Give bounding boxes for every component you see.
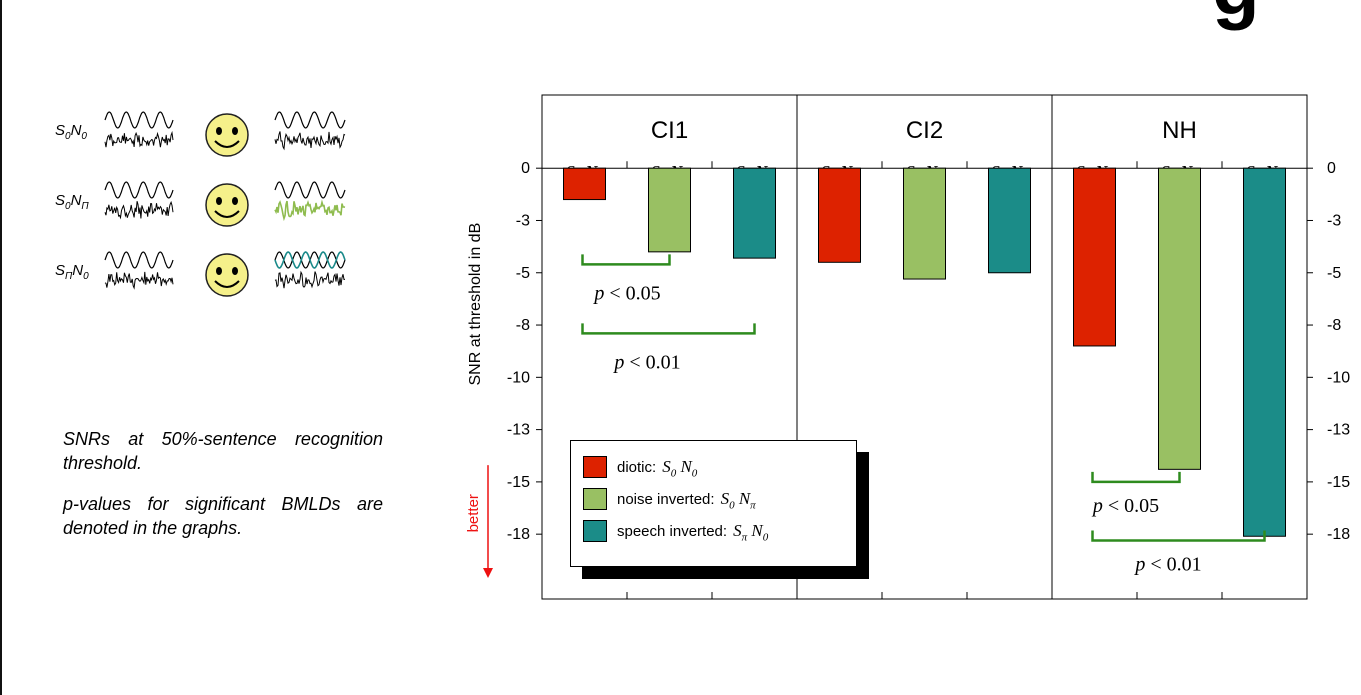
y-tick-label-right: -13 xyxy=(1327,422,1350,439)
y-tick-label-left: -18 xyxy=(507,526,530,543)
group-title-ci1: CI1 xyxy=(651,117,688,144)
condition-label: S0NΠ xyxy=(55,192,89,212)
speech-waveform-left xyxy=(104,111,174,129)
p-value-label: p < 0.01 xyxy=(1133,553,1201,575)
legend-swatch xyxy=(583,520,607,542)
legend-condition: S0 N0 xyxy=(662,457,698,480)
condition-row-s0npi: S0NΠ xyxy=(55,180,365,230)
face-smile xyxy=(214,280,240,288)
condition-waveform xyxy=(104,111,346,157)
threshold-note: SNRs at 50%-sentence recognition thresho… xyxy=(63,429,383,473)
face-right-eye xyxy=(232,267,238,275)
significance-bracket xyxy=(581,323,756,335)
noise-waveform-left xyxy=(104,200,174,220)
plot-frame xyxy=(541,94,1308,600)
group-title-ci2: CI2 xyxy=(906,117,943,144)
group-title-nh: NH xyxy=(1162,117,1197,144)
legend-condition: Sπ N0 xyxy=(733,521,769,544)
condition-row-spin0: SΠN0 xyxy=(55,250,365,300)
noise-waveform-right xyxy=(274,131,346,151)
condition-label: SΠN0 xyxy=(55,262,89,282)
y-tick-label-left: 0 xyxy=(521,160,530,177)
y-tick-label-left: -8 xyxy=(516,317,530,334)
p-value-label: p < 0.05 xyxy=(1091,495,1159,517)
face-smile xyxy=(214,140,240,148)
bar-ci2-s0npi xyxy=(903,167,946,280)
snr-bar-chart: 0 0 -3 -3 -5 -5 -8 -8 -10 -10 -13 -13 -15 -15 -18 -18 SN… xyxy=(465,94,1350,600)
better-label: better xyxy=(465,494,482,532)
bar-nh-spin0 xyxy=(1243,167,1286,537)
face-outline xyxy=(205,183,249,227)
listener-face-icon xyxy=(205,113,249,157)
speech-waveform-left xyxy=(104,251,174,269)
y-tick-label-right: 0 xyxy=(1327,160,1336,177)
p-value-label: p < 0.05 xyxy=(592,282,660,304)
bar-ci2-spin0 xyxy=(988,167,1031,274)
y-tick-label-right: -18 xyxy=(1327,526,1350,543)
condition-label: S0N0 xyxy=(55,122,87,142)
legend-condition: S0 Nπ xyxy=(720,489,756,512)
bar-nh-s0npi xyxy=(1158,167,1201,470)
speech-waveform-right xyxy=(274,181,346,199)
significance-bracket xyxy=(1091,530,1266,542)
speech-waveform-inverted xyxy=(274,251,346,269)
face-right-eye xyxy=(232,127,238,135)
condition-waveform xyxy=(104,251,346,297)
face-outline xyxy=(205,113,249,157)
slide-left-border xyxy=(0,0,2,695)
legend-label: speech inverted: xyxy=(617,523,728,540)
face-outline xyxy=(205,253,249,297)
y-tick-label-right: -8 xyxy=(1327,317,1341,334)
face-left-eye xyxy=(216,197,222,205)
face-left-eye xyxy=(216,267,222,275)
noise-waveform-right xyxy=(274,270,346,289)
noise-waveform-right xyxy=(274,199,346,222)
significance-bracket xyxy=(581,254,671,266)
y-tick-label-right: -3 xyxy=(1327,212,1341,229)
speech-waveform-left xyxy=(104,181,174,199)
bar-nh-s0n0 xyxy=(1073,167,1116,347)
legend-swatch xyxy=(583,488,607,510)
noise-waveform-left xyxy=(104,130,174,148)
bar-ci2-s0n0 xyxy=(818,167,861,263)
listener-face-icon xyxy=(205,183,249,227)
y-tick-label-right: -5 xyxy=(1327,265,1341,282)
chart-legend: diotic: S0 N0 noise inverted: S0 Nπ speech… xyxy=(570,440,857,567)
face-left-eye xyxy=(216,127,222,135)
bar-ci1-spin0 xyxy=(733,167,776,259)
y-axis-label: SNR at threshold in dB xyxy=(467,223,484,386)
face-right-eye xyxy=(232,197,238,205)
significance-bracket xyxy=(1091,471,1181,484)
bar-ci1-s0n0 xyxy=(563,167,606,201)
legend-swatch xyxy=(583,456,607,478)
face-smile xyxy=(214,210,240,218)
y-tick-label-left: -3 xyxy=(516,212,530,229)
y-tick-label-left: -5 xyxy=(516,265,530,282)
pvalue-note: p-values for significant BMLDs are denot… xyxy=(63,494,383,538)
bar-ci1-s0npi xyxy=(648,167,691,253)
y-tick-label-right: -10 xyxy=(1327,369,1350,386)
slide-title-fragment: g xyxy=(1212,0,1302,32)
y-tick-label-left: -10 xyxy=(507,369,530,386)
legend-label: diotic: xyxy=(617,459,657,476)
better-arrow-head xyxy=(483,567,493,578)
noise-waveform-left xyxy=(104,271,174,290)
condition-row-s0n0: S0N0 xyxy=(55,110,365,160)
y-tick-label-left: -15 xyxy=(507,474,530,491)
p-value-label: p < 0.01 xyxy=(612,351,680,373)
condition-waveform xyxy=(104,181,346,227)
y-tick-label-left: -13 xyxy=(507,422,530,439)
speech-waveform-right xyxy=(274,111,346,129)
listener-face-icon xyxy=(205,253,249,297)
legend-label: noise inverted: xyxy=(617,491,715,508)
y-tick-label-right: -15 xyxy=(1327,474,1350,491)
